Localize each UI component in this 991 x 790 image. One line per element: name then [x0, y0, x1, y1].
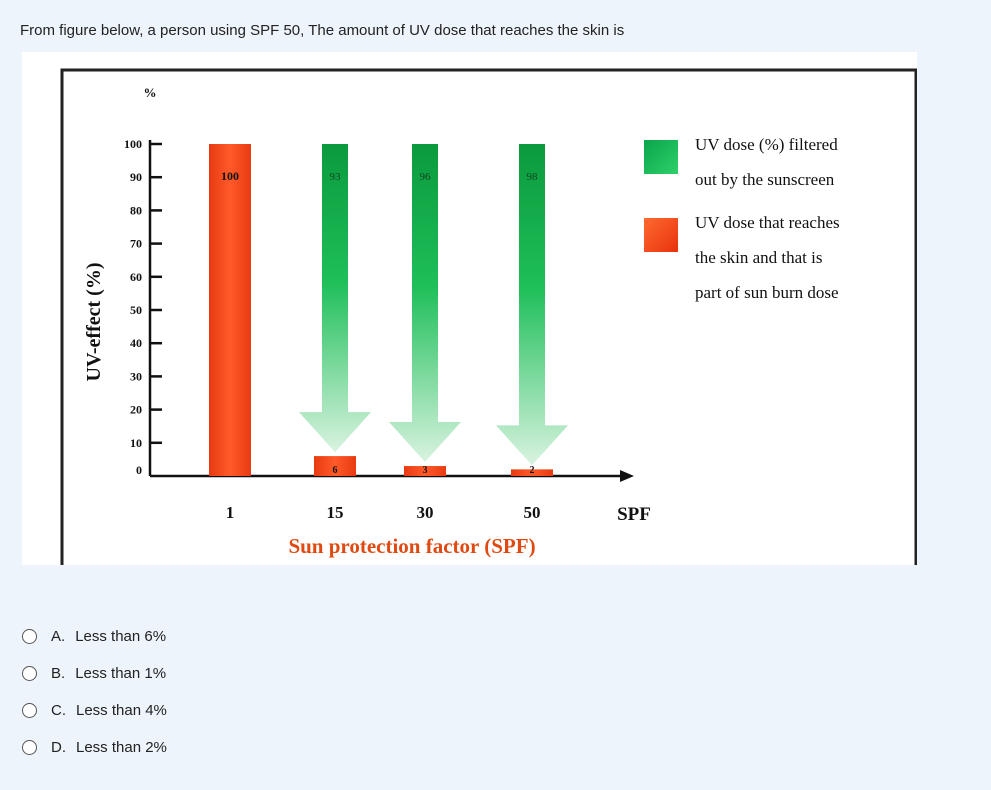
option-c-label: Less than 4%: [76, 702, 167, 719]
x-axis-title: Sun protection factor (SPF): [288, 534, 535, 558]
x-tick-label: 1: [226, 503, 235, 522]
data-label-reaches: 2: [530, 465, 535, 476]
arrow-filtered: [496, 144, 568, 466]
question-text: From figure below, a person using SPF 50…: [20, 22, 625, 39]
chart-frame: [60, 68, 917, 565]
legend-text-line: out by the sunscreen: [695, 170, 835, 189]
bar-reaches-skin: [314, 456, 356, 476]
option-a-radio[interactable]: [22, 629, 37, 644]
y-tick-label: 100: [124, 137, 142, 151]
y-tick-label: 60: [130, 270, 142, 284]
option-c-letter: C.: [51, 702, 66, 719]
y-tick-label: 0: [136, 463, 142, 477]
data-label-reaches: 100: [221, 169, 239, 183]
data-label-filtered: 98: [527, 171, 539, 183]
legend-text-line: the skin and that is: [695, 248, 822, 267]
chart-svg: 0 10 20 30 40 50 60 70 80 90 100% UV-effect (%) 100 1…: [60, 68, 917, 565]
y-tick-label: 70: [130, 237, 142, 251]
option-b[interactable]: B. Less than 1%: [22, 655, 167, 692]
answer-options: A. Less than 6% B. Less than 1% C. Less …: [22, 618, 167, 766]
legend-text-line: UV dose (%) filtered: [695, 135, 838, 154]
uv-effect-chart: 0 10 20 30 40 50 60 70 80 90 100% UV-effect (%) 100 1…: [22, 52, 917, 565]
y-tick-label: 80: [130, 203, 142, 217]
x-tick-label: 15: [327, 503, 344, 522]
bar-reaches-skin: [404, 466, 446, 476]
bar-reaches-skin: [209, 144, 251, 476]
option-c-radio[interactable]: [22, 703, 37, 718]
legend-text-line: UV dose that reaches: [695, 213, 840, 232]
data-label-reaches: 6: [333, 465, 338, 476]
x-axis-arrowhead: [620, 470, 634, 482]
y-tick-label: 40: [130, 336, 142, 350]
option-a[interactable]: A. Less than 6%: [22, 618, 167, 655]
legend-swatch: [644, 140, 678, 174]
y-tick-label: 50: [130, 303, 142, 317]
option-b-radio[interactable]: [22, 666, 37, 681]
option-b-letter: B.: [51, 665, 66, 682]
option-d-label: Less than 2%: [76, 739, 167, 756]
option-b-label: Less than 1%: [75, 665, 167, 682]
option-d-radio[interactable]: [22, 740, 37, 755]
y-unit-label: %: [144, 85, 157, 100]
y-tick-label: 30: [130, 369, 142, 383]
option-a-label: Less than 6%: [75, 628, 167, 645]
y-tick-label: 10: [130, 436, 142, 450]
data-label-filtered: 93: [330, 171, 342, 183]
option-c[interactable]: C. Less than 4%: [22, 692, 167, 729]
arrow-filtered: [299, 144, 371, 453]
data-label-filtered: 96: [420, 171, 432, 183]
option-d-letter: D.: [51, 739, 66, 756]
x-tick-label: 30: [417, 503, 434, 522]
legend-swatch: [644, 218, 678, 252]
legend-text-line: part of sun burn dose: [695, 283, 839, 302]
x-arrow-label: SPF: [617, 504, 651, 525]
y-tick-label: 90: [130, 170, 142, 184]
option-a-letter: A.: [51, 628, 66, 645]
y-axis-title: UV-effect (%): [83, 263, 105, 382]
bar-reaches-skin: [511, 469, 553, 476]
arrow-filtered: [389, 144, 461, 463]
option-d[interactable]: D. Less than 2%: [22, 729, 167, 766]
x-tick-label: 50: [524, 503, 541, 522]
y-tick-label: 20: [130, 403, 142, 417]
data-label-reaches: 3: [423, 465, 428, 476]
